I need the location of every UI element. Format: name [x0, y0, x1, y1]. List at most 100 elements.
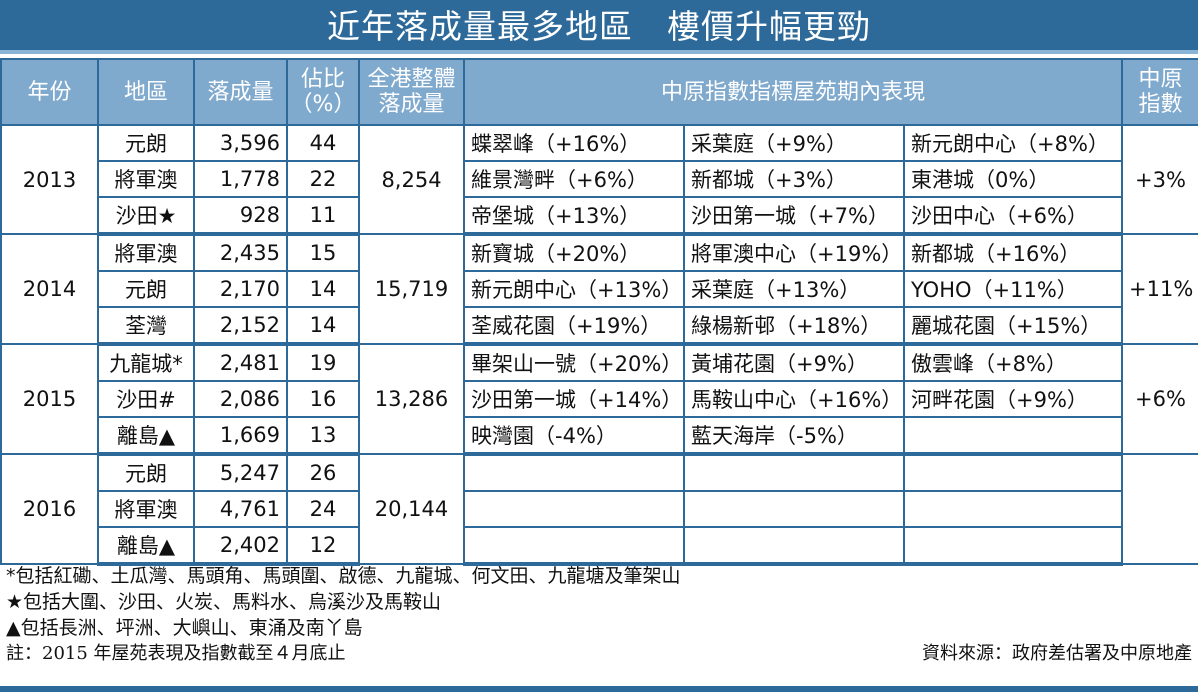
header-share: 佔比 （%） [286, 58, 360, 126]
table-body: 2013 元朗 3,596 44 8,254 蝶翠峰（+16%） 采葉庭（+9%） 新元朗中心… [0, 124, 1198, 566]
share-cell: 26 [286, 453, 360, 492]
header-row: 年份 地區 落成量 佔比 （%） 全港整體 落成量 中原指數指標屋苑期內表現 中原指… [0, 58, 1198, 126]
table-row: 2013 元朗 3,596 44 8,254 蝶翠峰（+16%） 采葉庭（+9%） 新元朗中心… [0, 124, 1198, 235]
table-row: 沙田# 2,086 16 沙田第一城（+14%） 馬鞍山中心（+16%） 河畔花園（+9%… [1, 380, 1198, 418]
header-estates: 中原指數指標屋苑期內表現 [463, 58, 1123, 126]
page-title: 近年落成量最多地區 樓價升幅更勁 [0, 0, 1198, 54]
header-index-line1: 中原 [1138, 67, 1183, 92]
units-cell: 2,402 [193, 526, 288, 566]
table-row: 2015 九龍城* 2,481 19 13,286 畢架山一號（+20%） 黃埔花園（+9%… [0, 343, 1198, 455]
district-cell: 元朗 [97, 124, 195, 162]
header-total-line2: 落成量 [378, 92, 445, 117]
header-index: 中原 指數 [1121, 58, 1198, 126]
share-cell: 44 [286, 124, 360, 162]
units-cell: 2,152 [193, 306, 288, 346]
units-cell: 2,435 [193, 233, 288, 272]
source: 資料來源：政府差估署及中原地產 [922, 643, 1192, 664]
index-cell [1121, 453, 1198, 565]
header-share-line2: （%） [290, 92, 356, 117]
estate-cell: 蝶翠峰（+16%） [463, 124, 685, 162]
units-cell: 1,778 [193, 160, 288, 198]
table-row: 離島▲ 1,669 13 映灣園（-4%） 藍天海岸（-5%） [1, 416, 1198, 456]
share-cell: 15 [286, 233, 360, 272]
units-cell: 4,761 [193, 490, 288, 528]
district-cell: 荃灣 [97, 306, 195, 346]
estate-cell: 綠楊新邨（+18%） [683, 306, 905, 346]
note-islands: ▲包括長洲、坪洲、大嶼山、東涌及南丫島 [6, 617, 363, 639]
table-row: 2014 將軍澳 2,435 15 15,719 新寶城（+20%） 將軍澳中心（+19%）… [0, 233, 1198, 345]
estate-cell: 沙田第一城（+14%） [463, 380, 685, 418]
bottom-bar [0, 686, 1198, 692]
estate-cell: 新都城（+3%） [683, 160, 905, 198]
estate-cell: 新都城（+16%） [903, 233, 1123, 272]
share-cell: 22 [286, 160, 360, 198]
data-table: 年份 地區 落成量 佔比 （%） 全港整體 落成量 中原指數指標屋苑期內表現 中原指… [0, 58, 1198, 566]
estate-cell: 河畔花園（+9%） [903, 380, 1123, 418]
table-row: 離島▲ 2,402 12 [1, 526, 1198, 566]
estate-cell [683, 453, 905, 492]
district-cell: 離島▲ [97, 526, 195, 566]
table-row: 元朗 2,170 14 新元朗中心（+13%） 采葉庭（+13%） YOHO（+11%） [1, 270, 1198, 308]
district-cell: 元朗 [97, 270, 195, 308]
estate-cell: 采葉庭（+9%） [683, 124, 905, 162]
footer-line: 註：2015 年屋苑表現及指數截至４月底止 資料來源：政府差估署及中原地產 [6, 641, 1192, 667]
district-cell: 離島▲ [97, 416, 195, 456]
header-total: 全港整體 落成量 [358, 58, 465, 126]
units-cell: 2,481 [193, 343, 288, 382]
estate-cell: YOHO（+11%） [903, 270, 1123, 308]
district-cell: 沙田# [97, 380, 195, 418]
units-cell: 5,247 [193, 453, 288, 492]
index-cell: +6% [1121, 343, 1198, 455]
units-cell: 3,596 [193, 124, 288, 162]
estate-cell: 新元朗中心（+8%） [903, 124, 1123, 162]
district-cell: 九龍城* [97, 343, 195, 382]
index-cell: +3% [1121, 124, 1198, 235]
estate-cell: 黃埔花園（+9%） [683, 343, 905, 382]
estate-cell [903, 490, 1123, 528]
estate-cell [463, 453, 685, 492]
share-cell: 16 [286, 380, 360, 418]
total-cell: 13,286 [358, 343, 465, 455]
header-district: 地區 [97, 58, 195, 126]
district-cell: 將軍澳 [97, 490, 195, 528]
district-cell: 將軍澳 [97, 160, 195, 198]
estate-cell: 傲雲峰（+8%） [903, 343, 1123, 382]
share-cell: 19 [286, 343, 360, 382]
units-cell: 2,170 [193, 270, 288, 308]
total-cell: 15,719 [358, 233, 465, 345]
estate-cell [463, 490, 685, 528]
estate-cell: 映灣園（-4%） [463, 416, 685, 456]
table-row: 將軍澳 4,761 24 [1, 490, 1198, 528]
table-row: 荃灣 2,152 14 荃威花園（+19%） 綠楊新邨（+18%） 麗城花園（+15%） [1, 306, 1198, 346]
header-completions: 落成量 [193, 58, 288, 126]
table-row: 沙田★ 928 11 帝堡城（+13%） 沙田第一城（+7%） 沙田中心（+6%） [1, 196, 1198, 236]
estate-cell: 新元朗中心（+13%） [463, 270, 685, 308]
footnote: 註：2015 年屋苑表現及指數截至４月底止 [6, 643, 346, 664]
estate-cell [463, 526, 685, 566]
year-cell: 2016 [0, 453, 99, 565]
year-cell: 2014 [0, 233, 99, 345]
share-cell: 14 [286, 270, 360, 308]
table-row: 將軍澳 1,778 22 維景灣畔（+6%） 新都城（+3%） 東港城（0%） [1, 160, 1198, 198]
estate-cell: 荃威花園（+19%） [463, 306, 685, 346]
note-kowloon-city: *包括紅磡、土瓜灣、馬頭角、馬頭圍、啟德、九龍城、何文田、九龍塘及筆架山 [6, 565, 681, 587]
header-share-line1: 佔比 [300, 67, 345, 92]
estate-cell [903, 526, 1123, 566]
estate-cell: 沙田中心（+6%） [903, 196, 1123, 236]
estate-cell: 將軍澳中心（+19%） [683, 233, 905, 272]
year-cell: 2013 [0, 124, 99, 235]
district-cell: 元朗 [97, 453, 195, 492]
index-cell: +11% [1121, 233, 1198, 345]
total-cell: 20,144 [358, 453, 465, 565]
year-cell: 2015 [0, 343, 99, 455]
table-row: 2016 元朗 5,247 26 20,144 [0, 453, 1198, 565]
units-cell: 928 [193, 196, 288, 236]
estate-cell: 新寶城（+20%） [463, 233, 685, 272]
district-cell: 將軍澳 [97, 233, 195, 272]
estate-cell: 畢架山一號（+20%） [463, 343, 685, 382]
estate-cell: 馬鞍山中心（+16%） [683, 380, 905, 418]
share-cell: 14 [286, 306, 360, 346]
estate-cell: 沙田第一城（+7%） [683, 196, 905, 236]
units-cell: 2,086 [193, 380, 288, 418]
